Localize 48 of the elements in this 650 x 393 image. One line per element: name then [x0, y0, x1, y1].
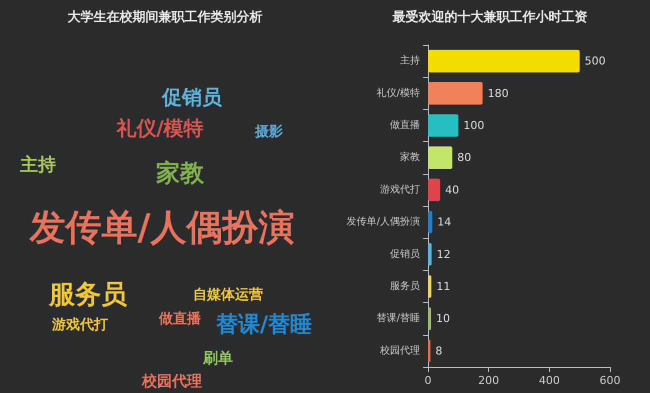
- bar: [428, 243, 432, 266]
- text: 摄影: [254, 124, 283, 140]
- data-label: 100: [463, 119, 484, 132]
- y-tick-label: 服务员: [390, 280, 420, 292]
- x-tick-label: 400: [538, 374, 560, 387]
- bar: [428, 275, 432, 298]
- x-tick-label: 200: [478, 374, 500, 387]
- bar: [428, 146, 452, 169]
- text: 服务员: [48, 280, 128, 310]
- y-tick-label: 校园代理: [379, 344, 420, 356]
- data-label: 500: [584, 54, 606, 68]
- bar: [428, 50, 580, 72]
- x-tick-label: 600: [600, 374, 620, 387]
- data-label: 14: [437, 216, 452, 229]
- y-tick-label: 替课/替睡: [376, 312, 420, 324]
- x-tick-label: 0: [424, 374, 432, 387]
- y-tick-label: 主持: [400, 54, 420, 67]
- text: 促销员: [161, 85, 223, 109]
- bar: [428, 307, 432, 330]
- data-label: 80: [457, 151, 472, 164]
- y-tick-label: 做直播: [390, 119, 420, 131]
- y-tick-label: 礼仪/模特: [376, 86, 420, 99]
- text: 家教: [155, 159, 205, 187]
- text: 主持: [19, 154, 56, 176]
- text: 刷单: [202, 349, 233, 367]
- bar: [428, 114, 458, 137]
- y-tick-label: 游戏代打: [380, 183, 420, 196]
- text: 校园代理: [141, 372, 202, 390]
- text: 做直播: [158, 311, 202, 327]
- data-label: 8: [435, 344, 442, 358]
- text: 自媒体运营: [193, 287, 263, 303]
- text: 替课/替睡: [214, 312, 312, 338]
- y-tick-label: 发传单/人偶扮演: [346, 216, 420, 228]
- text: 发传单/人偶扮演: [28, 208, 295, 248]
- data-label: 10: [436, 312, 450, 326]
- y-tick-label: 促销员: [390, 248, 420, 260]
- data-label: 11: [436, 280, 450, 293]
- data-label: 180: [488, 86, 509, 100]
- bar: [428, 82, 483, 105]
- data-label: 12: [436, 248, 451, 261]
- text: 礼仪/模特: [115, 116, 204, 140]
- bar: [428, 178, 440, 202]
- text: 游戏代打: [51, 317, 108, 333]
- chart-title: 最受欢迎的十大兼职工作小时工资: [392, 9, 588, 25]
- text: 大学生在校期间兼职工作类别分析: [68, 9, 262, 25]
- y-tick-label: 家教: [400, 151, 420, 164]
- data-label: 40: [445, 183, 460, 196]
- bar: [428, 210, 432, 234]
